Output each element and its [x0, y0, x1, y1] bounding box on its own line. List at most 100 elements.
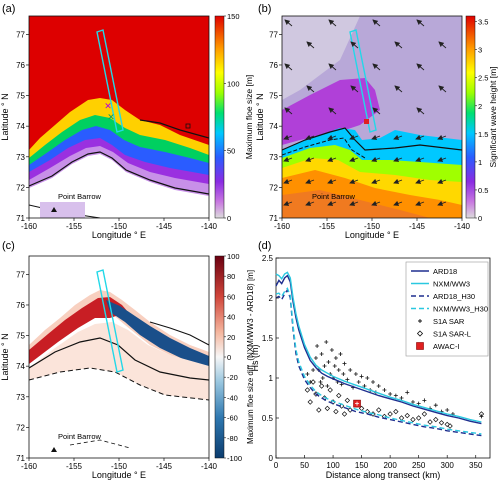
wave-arrow: [415, 156, 425, 162]
panel-a: (a) ✕ ✕ Point Barrow -160 -155 -150 -145 -14…: [0, 3, 254, 240]
wave-arrow: [438, 85, 447, 93]
colorbar-tick-label: 1: [478, 158, 482, 167]
s1a-sar-l-point: [344, 397, 351, 404]
y-tick-label: 71: [269, 214, 278, 223]
s1a-sar-point: [353, 372, 358, 376]
wave-arrow: [284, 19, 293, 27]
wave-arrow: [371, 134, 381, 140]
wave-arrow: [327, 178, 337, 184]
panel-label-c: (c): [2, 240, 15, 252]
ylabel-c: Latitude ° N: [0, 333, 10, 380]
hs-low-region: [282, 16, 360, 100]
s1a-sar-l-point: [310, 379, 316, 385]
ice-edge-contour-c-dashed: [29, 367, 209, 401]
wave-arrow: [327, 200, 337, 206]
x-tick-label: -140: [201, 462, 218, 471]
point-barrow-label-b: Point Barrow: [312, 192, 356, 201]
s1a-sar-point: [324, 340, 329, 344]
wave-arrow: [371, 156, 381, 162]
s1a-sar-point: [325, 384, 330, 388]
y-tick-label: 1.5: [262, 334, 274, 343]
wave-arrow: [393, 134, 403, 140]
s1a-sar-l-point: [347, 407, 353, 413]
s1a-sar-point: [333, 356, 338, 360]
diff-positive-halo: [29, 290, 209, 370]
coastline-c: [69, 439, 131, 449]
x-tick-label: -145: [156, 222, 173, 231]
xlabel-b: Longitude ° E: [345, 230, 399, 240]
legend-label: AWAC-I: [433, 342, 460, 351]
colorbar-tick-label: 0.5: [478, 186, 488, 195]
wave-arrow: [327, 156, 337, 162]
ylabel-a: Latitude ° N: [0, 93, 10, 140]
awac-i-point-cross: [355, 401, 360, 406]
colorbar-tick-label: 60: [227, 292, 235, 301]
wave-arrow: [415, 178, 425, 184]
wave-arrow: [437, 178, 447, 184]
y-tick-label: 2.5: [262, 254, 274, 263]
ylabel-b: Latitude ° N: [255, 93, 265, 140]
wave-arrow: [283, 134, 293, 140]
wave-arrow: [328, 63, 337, 71]
colorbar-tick-label: -100: [227, 454, 242, 463]
colorbar-tick-label: 2: [478, 102, 482, 111]
colorbar-tick-label: 0: [478, 214, 482, 223]
s1a-sar-l-point: [307, 399, 313, 405]
wave-arrow: [305, 178, 315, 184]
wave-arrow: [437, 134, 447, 140]
y-tick-label: 76: [269, 61, 278, 70]
s1a-sar-point: [399, 396, 404, 400]
wave-arrow: [306, 41, 315, 49]
y-tick-label: 74: [269, 122, 278, 131]
s1a-sar-point: [319, 352, 324, 356]
y-tick-label: 74: [16, 122, 25, 131]
colorbar-tick-label: 3: [478, 46, 482, 55]
y-tick-label: 73: [16, 153, 25, 162]
s1a-sar-point: [433, 403, 438, 408]
x-tick-label: 100: [326, 461, 340, 470]
s1a-sar-point: [332, 364, 337, 368]
colorbar-label-c: Maximum floe size diff. (NXM/WW3 - ARD18…: [246, 270, 255, 444]
wave-direction-arrows: [283, 19, 447, 206]
s1a-sar-l-point: [444, 421, 450, 428]
colorbar-a: [214, 15, 225, 219]
s1a-sar-l-point: [304, 387, 311, 393]
colorbar-tick-label: 80: [227, 272, 235, 281]
wave-arrow: [372, 107, 381, 115]
x-tick-label: -140: [454, 222, 471, 231]
point-barrow-marker: [51, 207, 57, 212]
diff-zero-region: [29, 368, 209, 458]
wave-arrow: [305, 134, 315, 140]
x-tick-label: -150: [111, 462, 128, 471]
wave-arrow: [349, 134, 359, 140]
s1a-sar-point: [338, 352, 343, 356]
s1a-sar-l-point: [376, 407, 382, 413]
panel-c: (c) Point Barrow -160 -155 -150 -145 -140 71 7…: [0, 240, 255, 480]
colorbar-tick-label: -80: [227, 434, 238, 443]
legend-label: S1A SAR: [433, 317, 465, 326]
wave-arrow: [415, 134, 425, 140]
colorbar-tick-label: -20: [227, 373, 238, 382]
legend-label: S1A SAR-L: [433, 330, 471, 339]
wave-arrow: [349, 178, 359, 184]
x-tick-label: -155: [66, 462, 83, 471]
y-tick-label: 77: [16, 30, 25, 39]
point-barrow-marker-c: [51, 447, 57, 452]
ice-edge-contour-b: [282, 127, 462, 151]
wave-arrow: [437, 156, 447, 162]
x-tick-label: -155: [66, 222, 83, 231]
wave-arrow: [306, 85, 315, 93]
x-tick-label: 200: [383, 461, 397, 470]
s1a-sar-point: [322, 364, 327, 368]
y-tick-label: 0.5: [262, 414, 274, 423]
s1a-sar-point: [393, 393, 398, 398]
wave-arrow: [284, 107, 293, 115]
s1a-sar-l-point: [433, 416, 439, 423]
s1a-sar-point: [320, 376, 325, 380]
awac-marker-b: [364, 119, 369, 124]
diff-negative-band: [106, 300, 209, 368]
s1a-sar-point: [382, 388, 387, 392]
wave-arrow: [371, 178, 381, 184]
ice-edge-contour-north: [139, 119, 209, 139]
